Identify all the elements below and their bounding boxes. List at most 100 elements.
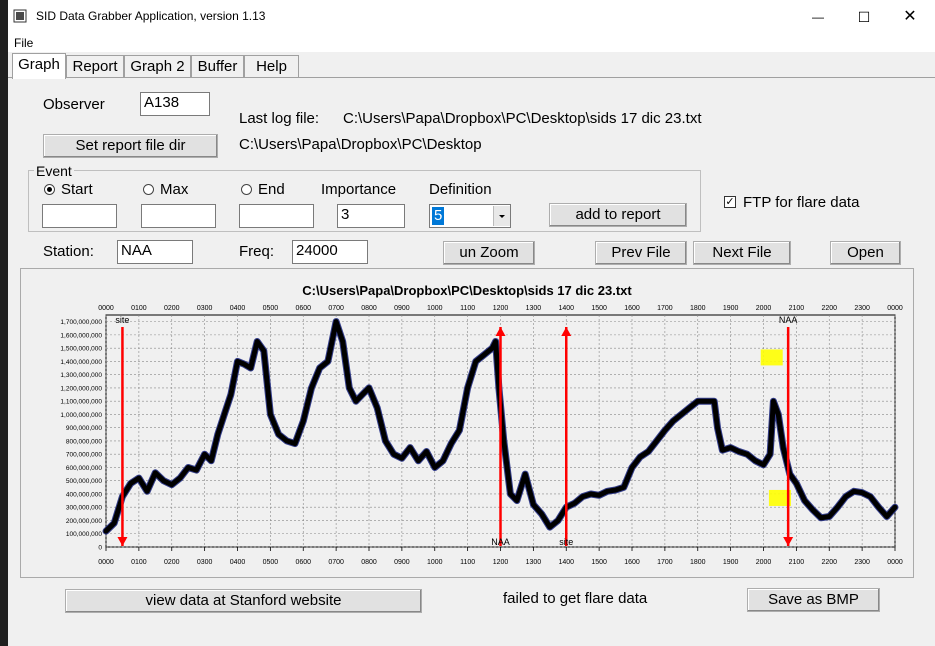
- menu-file[interactable]: File: [14, 36, 34, 50]
- start-radio[interactable]: [44, 184, 55, 195]
- chart-axes: 0000000001000100020002000300030004000400…: [60, 305, 902, 566]
- x-tick-label: 2200: [821, 559, 837, 566]
- event-group: [28, 170, 701, 232]
- prev-file-button[interactable]: Prev File: [595, 241, 687, 265]
- x-tick-label-top: 0400: [230, 305, 246, 312]
- set-report-dir-button[interactable]: Set report file dir: [43, 134, 218, 158]
- series-line: [103, 319, 898, 534]
- x-tick-label: 0300: [197, 559, 213, 566]
- tab-graph[interactable]: Graph: [12, 53, 66, 79]
- highlight-mark: [768, 489, 791, 506]
- x-tick-label-top: 0700: [328, 305, 344, 312]
- x-tick-label: 1400: [558, 559, 574, 566]
- stanford-website-button[interactable]: view data at Stanford website: [65, 589, 422, 613]
- freq-label: Freq:: [239, 243, 275, 260]
- open-button[interactable]: Open: [830, 241, 901, 265]
- add-to-report-button[interactable]: add to report: [549, 203, 687, 227]
- station-input[interactable]: NAA: [117, 240, 193, 264]
- last-log-path: C:\Users\Papa\Dropbox\PC\Desktop\sids 17…: [343, 110, 702, 127]
- freq-input[interactable]: 24000: [292, 240, 368, 264]
- highlight-mark: [760, 349, 783, 366]
- x-tick-label-top: 2100: [789, 305, 805, 312]
- x-tick-label: 1900: [723, 559, 739, 566]
- x-tick-label-top: 1900: [723, 305, 739, 312]
- x-tick-label-top: 0900: [394, 305, 410, 312]
- start-label: Start: [61, 181, 93, 198]
- event-marker-label: NAA: [779, 315, 798, 325]
- x-tick-label: 1300: [526, 559, 542, 566]
- y-tick-label: 900,000,000: [66, 425, 103, 432]
- x-tick-label: 1500: [591, 559, 607, 566]
- y-tick-label: 0: [98, 545, 102, 552]
- x-tick-label-top: 0000: [887, 305, 903, 312]
- y-tick-label: 400,000,000: [66, 491, 103, 498]
- maximize-button[interactable]: ☐: [841, 0, 887, 34]
- max-label: Max: [160, 181, 189, 198]
- x-tick-label-top: 0600: [295, 305, 311, 312]
- close-icon: ✕: [903, 8, 917, 25]
- end-label: End: [258, 181, 285, 198]
- tab-report[interactable]: Report: [66, 55, 124, 77]
- end-radio[interactable]: [241, 184, 252, 195]
- chart-markers: site NAA site NAA: [115, 315, 797, 547]
- observer-input[interactable]: A138: [140, 92, 210, 116]
- chevron-down-icon: [499, 215, 505, 218]
- tab-graph-2[interactable]: Graph 2: [124, 55, 191, 77]
- x-tick-label: 2000: [756, 559, 772, 566]
- status-message: failed to get flare data: [503, 590, 648, 607]
- start-time-input[interactable]: [42, 204, 117, 228]
- importance-input[interactable]: 3: [337, 204, 405, 228]
- close-button[interactable]: ✕: [887, 0, 933, 34]
- minimize-button[interactable]: —: [795, 0, 841, 34]
- tab-help[interactable]: Help: [244, 55, 299, 77]
- y-tick-label: 600,000,000: [66, 465, 103, 472]
- app-window: SID Data Grabber Application, version 1.…: [8, 0, 935, 646]
- event-legend: Event: [34, 163, 74, 179]
- y-tick-label: 1,100,000,000: [60, 399, 102, 406]
- observer-label: Observer: [43, 96, 105, 113]
- x-tick-label-top: 0100: [131, 305, 147, 312]
- y-tick-label: 1,300,000,000: [60, 372, 102, 379]
- definition-select[interactable]: 5: [429, 204, 511, 228]
- x-tick-label-top: 1200: [493, 305, 509, 312]
- dropdown-arrow-button[interactable]: [493, 206, 510, 226]
- importance-label: Importance: [321, 181, 397, 198]
- y-tick-label: 1,000,000,000: [60, 412, 102, 419]
- definition-value: 5: [432, 207, 445, 225]
- y-tick-label: 800,000,000: [66, 438, 103, 445]
- y-tick-label: 200,000,000: [66, 518, 103, 525]
- maximize-icon: ☐: [857, 9, 871, 25]
- x-tick-label-top: 1600: [624, 305, 640, 312]
- y-tick-label: 1,500,000,000: [60, 346, 102, 353]
- max-time-input[interactable]: [141, 204, 216, 228]
- sid-chart[interactable]: C:\Users\Papa\Dropbox\PC\Desktop\sids 17…: [20, 268, 914, 578]
- x-tick-label: 0900: [394, 559, 410, 566]
- last-log-label: Last log file:: [239, 110, 320, 127]
- max-radio[interactable]: [143, 184, 154, 195]
- app-icon: [13, 9, 27, 23]
- x-tick-label-top: 2200: [821, 305, 837, 312]
- x-tick-label: 0400: [230, 559, 246, 566]
- x-tick-label-top: 2300: [854, 305, 870, 312]
- event-marker-arrow: [561, 327, 572, 336]
- end-time-input[interactable]: [239, 204, 314, 228]
- chart-series: [102, 318, 899, 535]
- save-bmp-button[interactable]: Save as BMP: [747, 588, 880, 612]
- x-tick-label: 0000: [887, 559, 903, 566]
- tab-buffer[interactable]: Buffer: [191, 55, 244, 77]
- event-marker-label: NAA: [491, 537, 510, 547]
- unzoom-button[interactable]: un Zoom: [443, 241, 535, 265]
- title-bar[interactable]: SID Data Grabber Application, version 1.…: [8, 0, 935, 34]
- x-tick-label-top: 1000: [427, 305, 443, 312]
- x-tick-label: 0200: [164, 559, 180, 566]
- x-tick-label-top: 2000: [756, 305, 772, 312]
- x-tick-label: 1000: [427, 559, 443, 566]
- x-tick-label: 0700: [328, 559, 344, 566]
- x-tick-label: 1200: [493, 559, 509, 566]
- y-tick-label: 1,600,000,000: [60, 332, 102, 339]
- next-file-button[interactable]: Next File: [693, 241, 791, 265]
- x-tick-label-top: 1400: [558, 305, 574, 312]
- x-tick-label-top: 0800: [361, 305, 377, 312]
- x-tick-label: 2300: [854, 559, 870, 566]
- ftp-checkbox[interactable]: ✓: [724, 196, 736, 208]
